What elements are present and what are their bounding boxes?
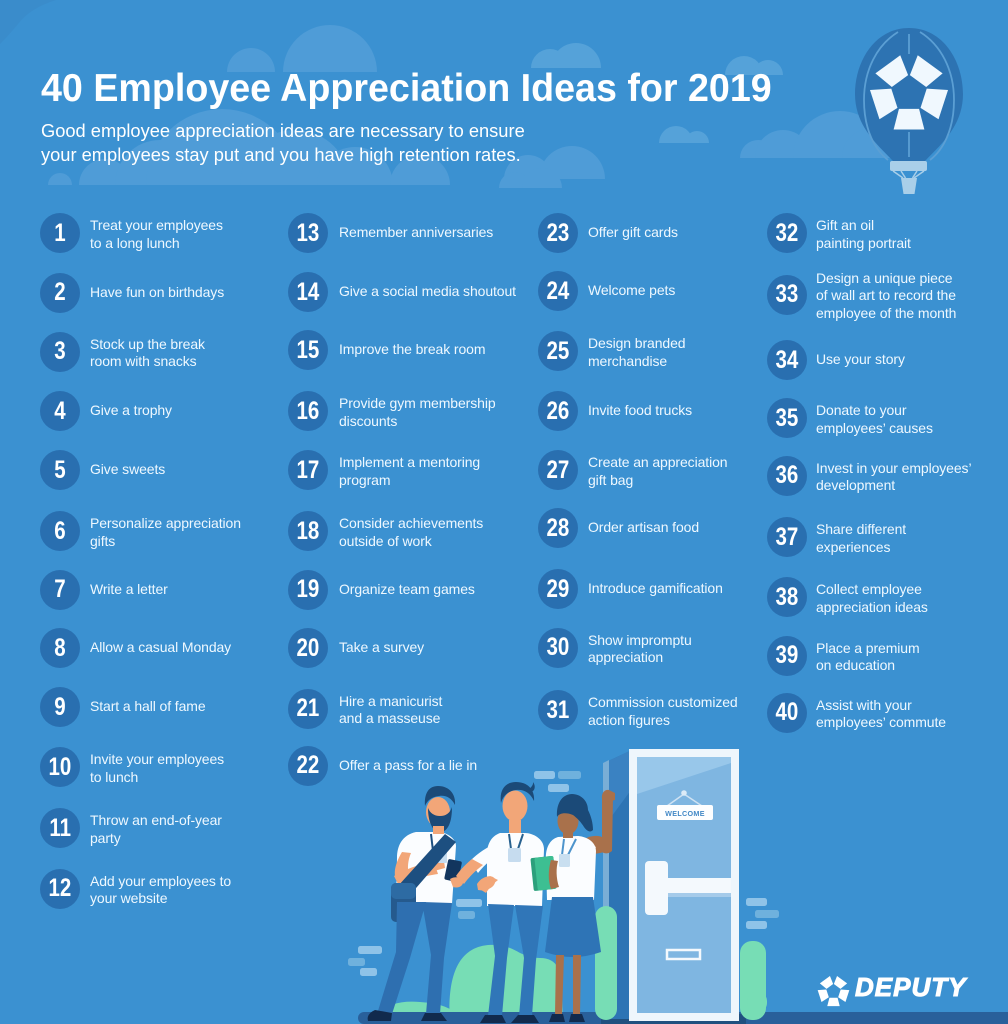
svg-text:DEPUTY: DEPUTY xyxy=(855,972,968,1002)
svg-text:WELCOME: WELCOME xyxy=(665,809,705,818)
